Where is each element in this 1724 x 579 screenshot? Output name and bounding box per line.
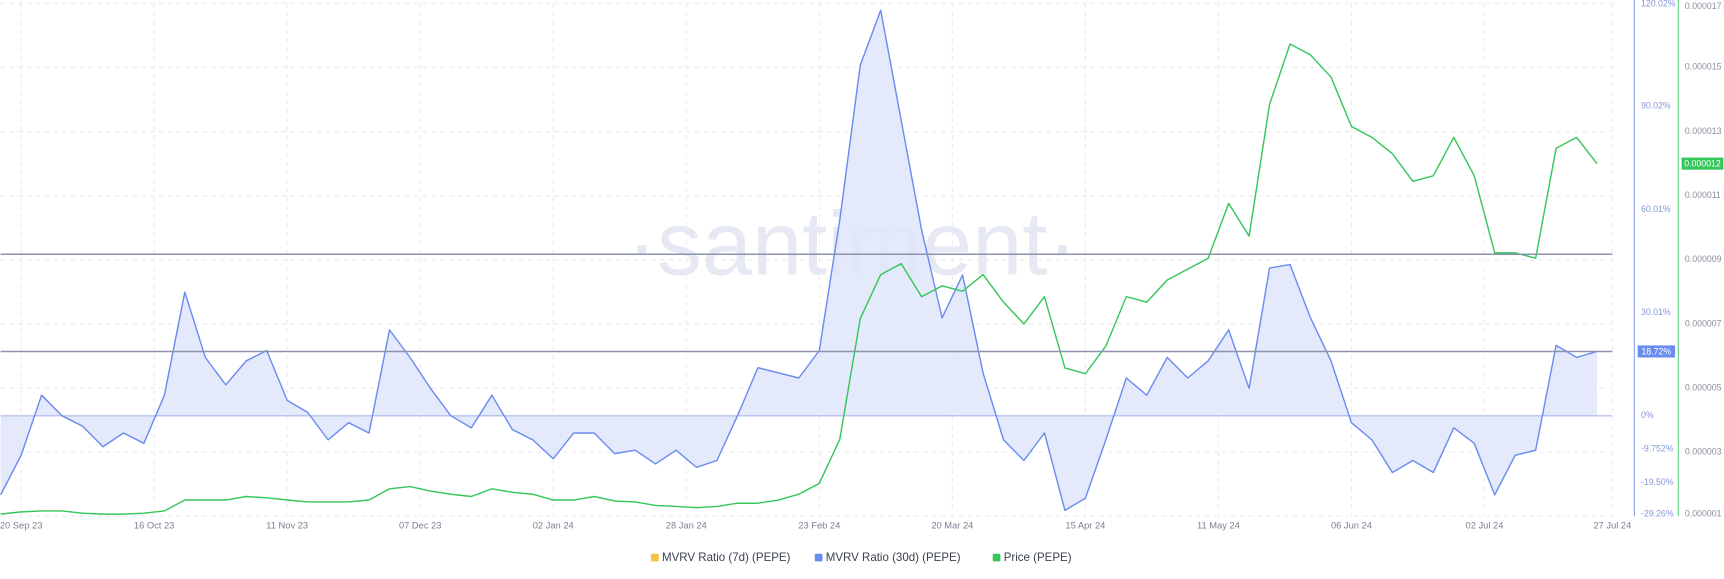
y2-tick-label: 0.000001 (1685, 508, 1722, 518)
y2-tick-label: 0.000015 (1685, 62, 1722, 72)
series-line (0, 9, 1598, 512)
series-line (0, 43, 1598, 515)
legend-label: MVRV Ratio (7d) (PEPE) (662, 552, 791, 564)
x-tick-label: 20 Mar 24 (931, 521, 973, 531)
y-tick-label: 30.01% (1641, 307, 1671, 317)
y-tick-label: -9.752% (1641, 444, 1674, 454)
y2-tick-label: 0.000017 (1685, 1, 1722, 11)
x-tick-label: 28 Jan 24 (666, 521, 707, 531)
x-tick-label: 16 Oct 23 (134, 521, 174, 531)
y-tick-label: 120.02% (1641, 0, 1676, 9)
y-tick-label: 90.02% (1641, 101, 1671, 111)
x-tick-label: 23 Feb 24 (798, 521, 840, 531)
x-tick-label: 20 Sep 23 (0, 521, 42, 531)
value-badge (1637, 345, 1676, 358)
legend-swatch (992, 553, 1001, 562)
value-badge-label: 18.72% (1641, 346, 1671, 356)
y-tick-label: -29.26% (1641, 508, 1674, 518)
y2-tick-label: 0.000005 (1685, 382, 1722, 392)
y2-tick-label: 0.000013 (1685, 126, 1722, 136)
x-tick-label: 11 Nov 23 (266, 521, 308, 531)
x-tick-label: 07 Dec 23 (399, 521, 442, 531)
legend-swatch (651, 553, 659, 562)
y2-tick-label: 0.000009 (1685, 254, 1722, 264)
x-tick-label: 27 Jul 24 (1593, 521, 1631, 531)
y2-tick-label: 0.000003 (1685, 447, 1722, 457)
y2-tick-label: 0.000011 (1685, 190, 1721, 200)
y-tick-label: 0% (1641, 410, 1654, 420)
legend-item: MVRV Ratio (30d) (PEPE) (814, 552, 961, 564)
x-tick-label: 15 Apr 24 (1065, 521, 1105, 531)
value-badge-label: 0.000012 (1684, 158, 1721, 168)
value-badge (1681, 157, 1724, 170)
y2-tick-label: 0.000007 (1685, 318, 1722, 328)
legend-label: MVRV Ratio (30d) (PEPE) (826, 552, 961, 564)
x-tick-label: 06 Jun 24 (1331, 521, 1372, 531)
legend-label: Price (PEPE) (1004, 552, 1072, 564)
legend-swatch (814, 553, 823, 562)
y-tick-label: -19.50% (1641, 477, 1674, 487)
x-tick-label: 02 Jul 24 (1466, 521, 1504, 531)
x-tick-label: 11 May 24 (1197, 521, 1240, 531)
y-tick-label: 60.01% (1641, 204, 1671, 214)
area (0, 10, 1598, 511)
x-tick-label: 02 Jan 24 (533, 521, 574, 531)
legend-item: MVRV Ratio (7d) (PEPE) (651, 552, 791, 564)
legend-item: Price (PEPE) (992, 552, 1072, 564)
